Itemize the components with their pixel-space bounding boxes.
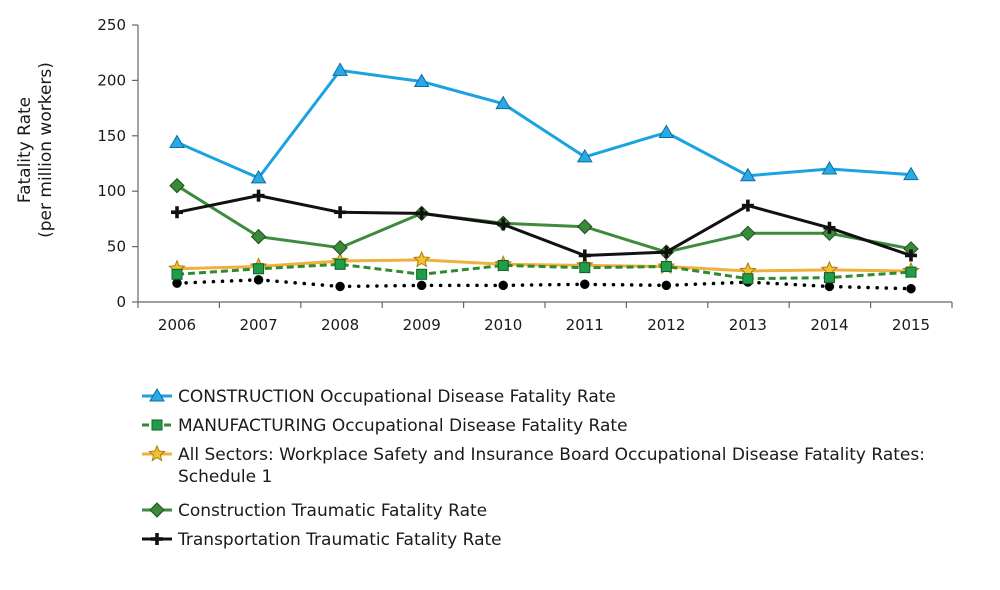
- legend-item: All Sectors: Workplace Safety and Insura…: [142, 444, 925, 487]
- y-tick-label: 150: [97, 127, 126, 145]
- axes: Fatality Rate (per million workers) 0 50 1…: [15, 16, 953, 334]
- data-point: [250, 228, 267, 245]
- data-point: [171, 268, 183, 280]
- data-point: [335, 281, 345, 292]
- data-point: [412, 250, 431, 268]
- data-point: [658, 124, 675, 138]
- series-4: [171, 189, 917, 262]
- data-point: [576, 148, 593, 163]
- data-point: [169, 177, 185, 194]
- data-point: [823, 272, 835, 284]
- x-tick-label: 2010: [484, 316, 522, 334]
- series-3: [169, 177, 919, 260]
- x-tick-label: 2015: [892, 316, 930, 334]
- data-point: [903, 166, 919, 181]
- series-0: [169, 62, 919, 184]
- data-point-v: [419, 207, 424, 220]
- y-axis-title: Fatality Rate: [15, 97, 35, 203]
- data-point: [824, 281, 835, 292]
- data-point: [334, 258, 346, 270]
- legend-swatch-marker: [149, 388, 165, 402]
- data-point-v: [338, 206, 342, 219]
- legend-label: Construction Traumatic Fatality Rate: [178, 501, 487, 521]
- legend-swatch-marker: [149, 502, 165, 518]
- data-point-v: [256, 189, 261, 202]
- data-point: [577, 218, 593, 235]
- data-point: [821, 161, 838, 175]
- series-line: [176, 262, 912, 281]
- legend-swatch-marker: [148, 444, 166, 462]
- y-axis-subtitle: (per million workers): [36, 62, 56, 238]
- x-tick-label: 2011: [566, 316, 604, 334]
- x-tick-label: 2009: [403, 316, 441, 334]
- x-tick-label: 2012: [647, 316, 685, 334]
- x-tick-label: 2006: [158, 316, 196, 334]
- series-layer: [168, 62, 920, 294]
- data-point-v: [582, 249, 587, 262]
- legend-item: Construction Traumatic Fatality Rate: [142, 501, 487, 521]
- data-point: [332, 62, 348, 76]
- data-point-v: [909, 249, 913, 262]
- data-point: [332, 240, 348, 256]
- data-point: [498, 280, 508, 291]
- data-point: [169, 134, 185, 148]
- series-line: [176, 194, 912, 257]
- data-point: [661, 280, 672, 291]
- legend-label: MANUFACTURING Occupational Disease Fatal…: [178, 416, 628, 436]
- series-line: [176, 258, 912, 273]
- data-point: [416, 280, 427, 291]
- y-tick-label: 0: [116, 293, 126, 311]
- data-point: [416, 268, 428, 280]
- y-tick-label: 100: [97, 182, 126, 200]
- data-point: [905, 266, 917, 278]
- legend-swatch-marker: [151, 419, 163, 431]
- data-point: [579, 262, 591, 274]
- legend-label: All Sectors: Workplace Safety and Insura…: [178, 445, 925, 465]
- y-tick-label: 50: [107, 238, 126, 256]
- legend-label: Transportation Traumatic Fatality Rate: [177, 530, 502, 550]
- y-tick-label: 250: [97, 16, 126, 34]
- legend-item: CONSTRUCTION Occupational Disease Fatali…: [142, 387, 616, 407]
- data-point-v: [827, 221, 832, 234]
- series-2: [168, 250, 920, 279]
- series-line: [176, 68, 912, 180]
- x-tick-label: 2008: [321, 316, 359, 334]
- series-1: [171, 258, 917, 285]
- data-point: [413, 73, 430, 88]
- data-point-v: [746, 199, 750, 212]
- x-tick-label: 2007: [239, 316, 277, 334]
- legend-item: Transportation Traumatic Fatality Rate: [142, 530, 502, 550]
- legend-swatch-marker-v: [155, 533, 159, 545]
- x-tick-label: 2014: [810, 316, 848, 334]
- data-point-v: [664, 246, 669, 259]
- data-point: [740, 167, 756, 182]
- data-point: [495, 95, 512, 110]
- legend-item: MANUFACTURING Occupational Disease Fatal…: [142, 416, 628, 436]
- legend-label-line2: Schedule 1: [178, 467, 272, 487]
- data-point: [660, 261, 672, 273]
- data-point: [250, 169, 267, 184]
- data-point-v: [501, 218, 506, 231]
- data-point: [906, 283, 916, 294]
- data-point: [740, 225, 756, 242]
- data-point: [742, 273, 754, 285]
- data-point-v: [175, 206, 179, 219]
- data-point: [253, 263, 265, 275]
- legend-label: CONSTRUCTION Occupational Disease Fatali…: [178, 387, 616, 407]
- data-point: [580, 279, 590, 290]
- data-point: [172, 278, 182, 288]
- series-line: [175, 278, 913, 291]
- data-point: [497, 259, 509, 271]
- series-line: [176, 184, 912, 254]
- x-tick-label: 2013: [729, 316, 767, 334]
- legend: CONSTRUCTION Occupational Disease Fatali…: [142, 387, 925, 550]
- y-tick-label: 200: [97, 71, 126, 89]
- data-point: [253, 275, 264, 285]
